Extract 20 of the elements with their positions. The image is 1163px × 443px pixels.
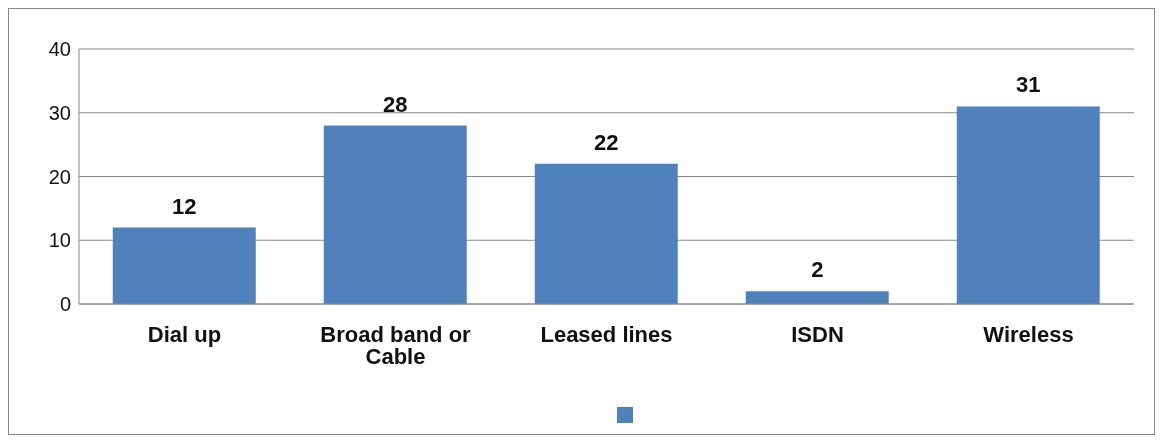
bar <box>956 106 1100 304</box>
x-tick-label: Broad band or Cable <box>320 321 472 369</box>
bar <box>534 163 678 304</box>
bar <box>323 125 467 304</box>
data-label: 31 <box>1016 72 1041 98</box>
data-label: 22 <box>594 129 619 155</box>
y-tick-label: 0 <box>59 293 71 316</box>
y-tick-label: 30 <box>48 101 71 124</box>
x-tick-label: ISDN <box>791 321 844 347</box>
data-label: 28 <box>383 91 408 117</box>
data-label: 2 <box>811 257 824 283</box>
y-tick-label: 40 <box>48 38 71 61</box>
y-tick-label: 10 <box>48 229 71 252</box>
bar <box>745 291 889 304</box>
x-tick-label: Wireless <box>983 321 1074 347</box>
y-tick-label: 20 <box>48 165 71 188</box>
bar <box>112 227 256 304</box>
data-label: 12 <box>172 193 197 219</box>
x-tick-label: Leased lines <box>540 321 673 347</box>
x-tick-label: Dial up <box>147 321 222 347</box>
